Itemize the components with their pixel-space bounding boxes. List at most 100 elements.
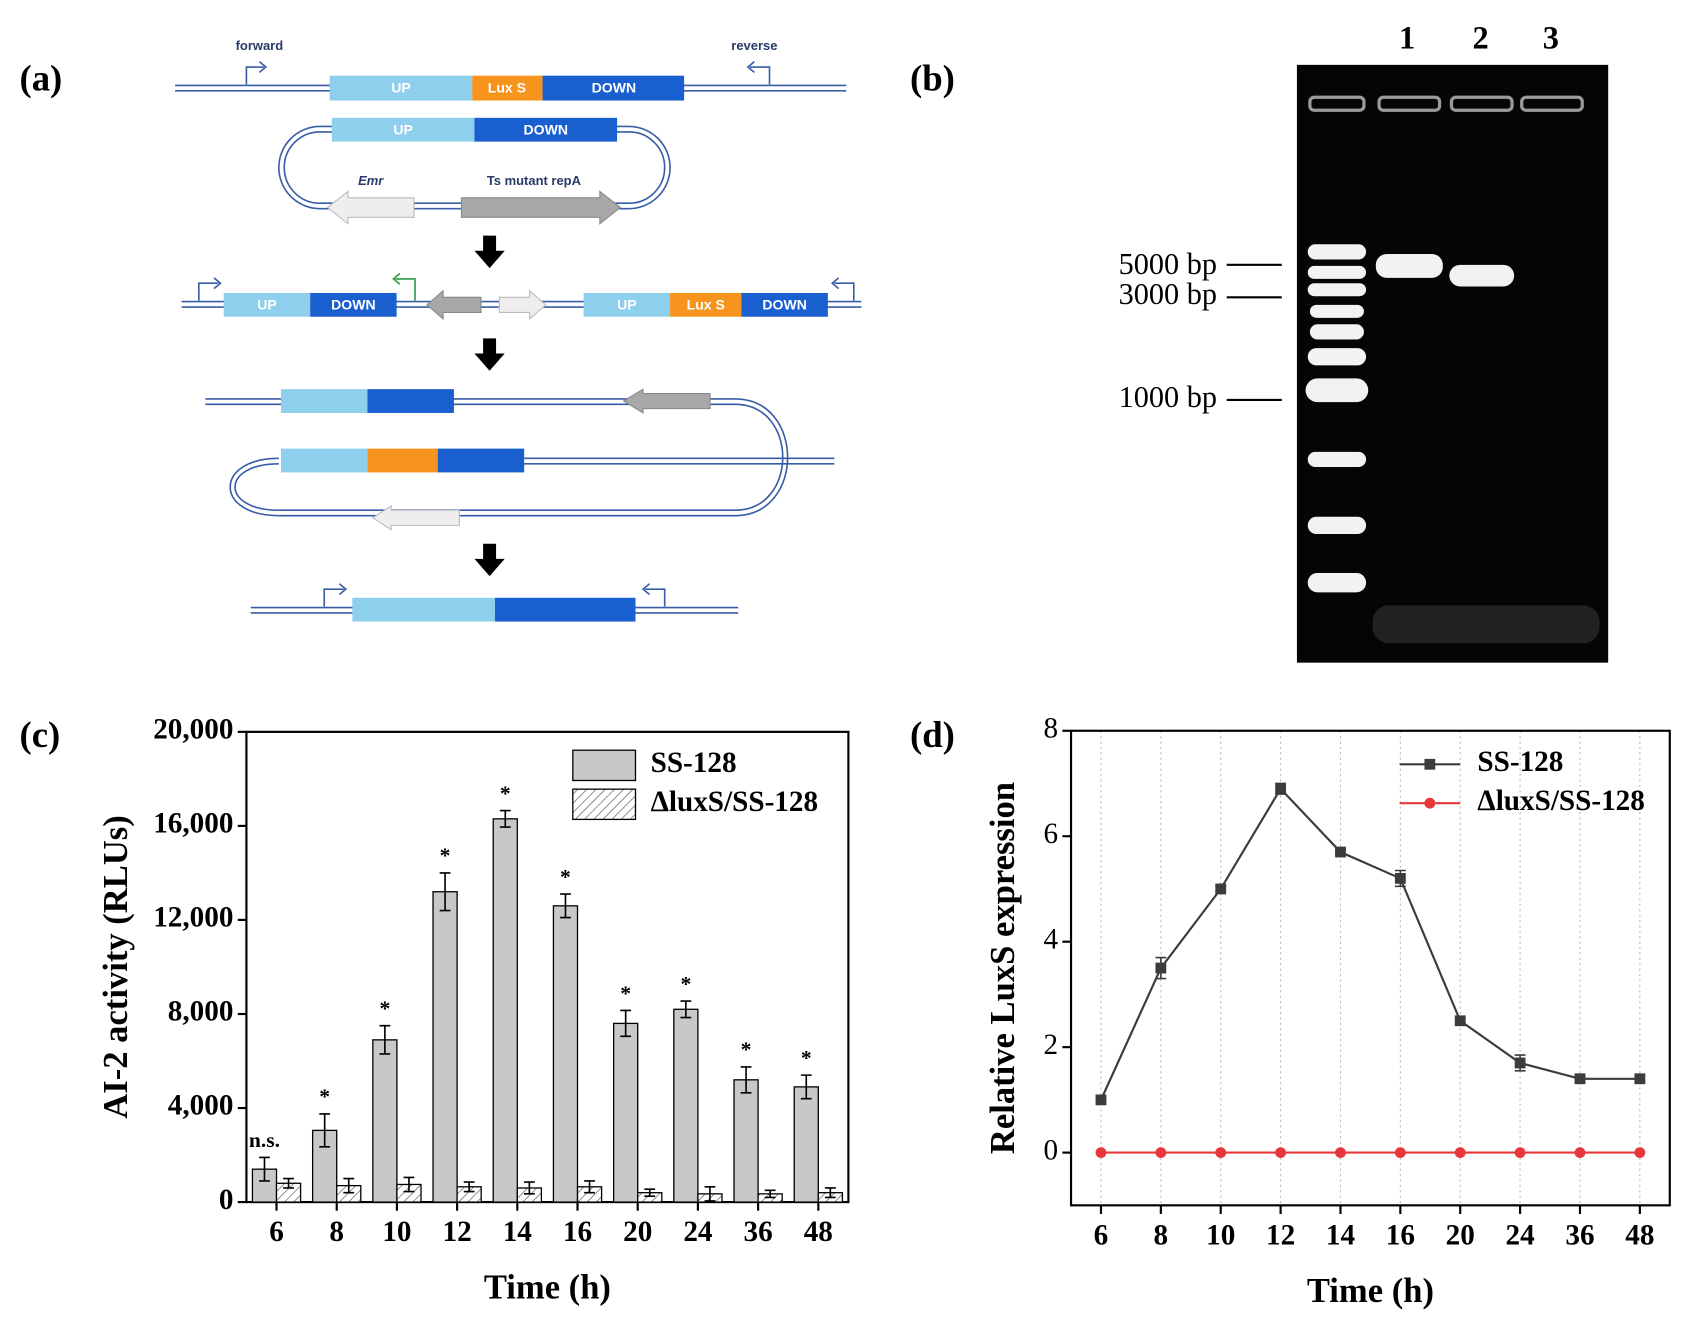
annotation: * [440, 844, 451, 868]
bar [612, 1022, 639, 1203]
error-bar [463, 1181, 475, 1193]
error-bar [620, 1009, 632, 1038]
x-tick-label: 12 [443, 1216, 472, 1248]
error-bar [704, 1185, 716, 1202]
annotation: * [801, 1046, 812, 1070]
block-label: Lux S [488, 79, 526, 95]
x-tick-label: 6 [1094, 1219, 1109, 1251]
y-tick-label: 4,000 [168, 1090, 234, 1122]
diagram-blocks [223, 75, 828, 622]
error-bar [259, 1156, 270, 1182]
primer-label: forward [236, 38, 284, 53]
error-bar [523, 1181, 535, 1195]
x-tick-label: 6 [269, 1216, 284, 1248]
annotation: * [560, 865, 571, 889]
legend-marker [1424, 758, 1436, 770]
bar [432, 891, 458, 1203]
x-tick-label: 36 [744, 1216, 773, 1248]
error-bar [283, 1177, 294, 1189]
error-bar [764, 1189, 776, 1199]
legend-swatch [572, 788, 637, 821]
x-tick-label: 36 [1565, 1219, 1594, 1251]
lane-label: 1 [1399, 21, 1415, 57]
error-bar [824, 1187, 836, 1199]
y-tick-label: 6 [1043, 818, 1058, 850]
marker [1215, 1147, 1227, 1159]
annotation: * [680, 972, 691, 996]
y-tick-label: 16,000 [153, 808, 233, 840]
y-axis-label: AI-2 activity (RLUs) [97, 815, 135, 1119]
block-label: DOWN [592, 79, 636, 95]
legend-label: ΔluxS/SS-128 [651, 786, 818, 818]
x-tick-label: 48 [1625, 1219, 1654, 1251]
bar [552, 905, 579, 1203]
block-label: UP [391, 79, 411, 95]
x-tick-label: 14 [1326, 1219, 1356, 1251]
marker [1095, 1094, 1107, 1106]
block-label: Lux S [687, 297, 725, 313]
legend-label: SS-128 [1477, 746, 1563, 778]
x-axis-label: Time (h) [484, 1269, 611, 1307]
x-tick-label: 8 [329, 1216, 344, 1248]
error-bar [680, 1000, 692, 1019]
marker-label: 1000 bp [1119, 380, 1217, 414]
marker-lines [1226, 263, 1282, 402]
annotation: * [741, 1038, 752, 1062]
marker [1634, 1147, 1646, 1159]
marker [1454, 1015, 1466, 1027]
marker [1275, 1147, 1287, 1159]
y-axis-label: Relative LuxS expression [984, 782, 1022, 1154]
annotation: * [379, 997, 390, 1021]
error-bar [644, 1188, 656, 1198]
block-label: UP [617, 297, 637, 313]
annotation: n.s. [249, 1128, 280, 1152]
marker [1155, 962, 1167, 974]
legend-swatch [572, 749, 637, 782]
x-tick-label: 10 [1206, 1219, 1235, 1251]
x-axis-label: Time (h) [1307, 1272, 1434, 1310]
y-tick-label: 0 [1043, 1134, 1058, 1166]
block-label: UP [257, 297, 277, 313]
lane-label: 2 [1473, 21, 1489, 57]
marker [1574, 1147, 1586, 1159]
x-tick-label: 24 [683, 1216, 713, 1248]
marker [1394, 1147, 1406, 1159]
bar [372, 1039, 398, 1203]
marker-label: 3000 bp [1119, 277, 1217, 311]
x-tick-label: 8 [1154, 1219, 1169, 1251]
marker [1634, 1073, 1646, 1085]
legend-label: ΔluxS/SS-128 [1477, 785, 1644, 817]
y-tick-label: 8 [1043, 712, 1058, 744]
marker [1095, 1147, 1107, 1159]
y-tick-label: 2 [1043, 1029, 1058, 1061]
diagram [175, 60, 862, 614]
panel-label: (b) [910, 58, 955, 99]
error-bar [499, 809, 511, 828]
y-tick-label: 8,000 [168, 996, 234, 1028]
panel-label: (a) [19, 58, 62, 99]
x-tick-label: 10 [382, 1216, 411, 1248]
axis-frame [245, 730, 850, 1204]
axis-frame [1069, 729, 1671, 1207]
block-label: DOWN [524, 122, 568, 138]
panel-label: (d) [910, 714, 955, 755]
block-label: UP [393, 122, 413, 138]
annotation: * [319, 1085, 330, 1109]
gene-label: Ts mutant repA [487, 173, 582, 188]
gel [1296, 64, 1609, 663]
bar [733, 1079, 759, 1203]
panel-label: (c) [19, 714, 60, 755]
marker [1454, 1147, 1466, 1159]
y-tick-label: 4 [1043, 923, 1058, 955]
block-label: DOWN [762, 297, 806, 313]
x-tick-label: 12 [1266, 1219, 1295, 1251]
marker [1155, 1147, 1167, 1159]
error-bar [343, 1177, 355, 1194]
x-tick-label: 48 [804, 1216, 833, 1248]
legend-label: SS-128 [651, 747, 737, 779]
x-tick-label: 16 [1386, 1219, 1415, 1251]
marker-label: 5000 bp [1119, 247, 1217, 281]
bar [492, 818, 518, 1203]
x-tick-label: 20 [623, 1216, 652, 1248]
